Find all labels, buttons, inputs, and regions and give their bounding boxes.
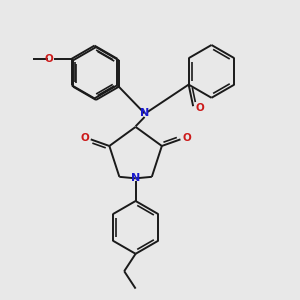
Text: N: N xyxy=(131,173,140,183)
Text: O: O xyxy=(195,103,204,113)
Text: O: O xyxy=(80,133,89,143)
Text: O: O xyxy=(44,54,53,64)
Text: N: N xyxy=(140,108,149,118)
Text: O: O xyxy=(182,133,191,143)
